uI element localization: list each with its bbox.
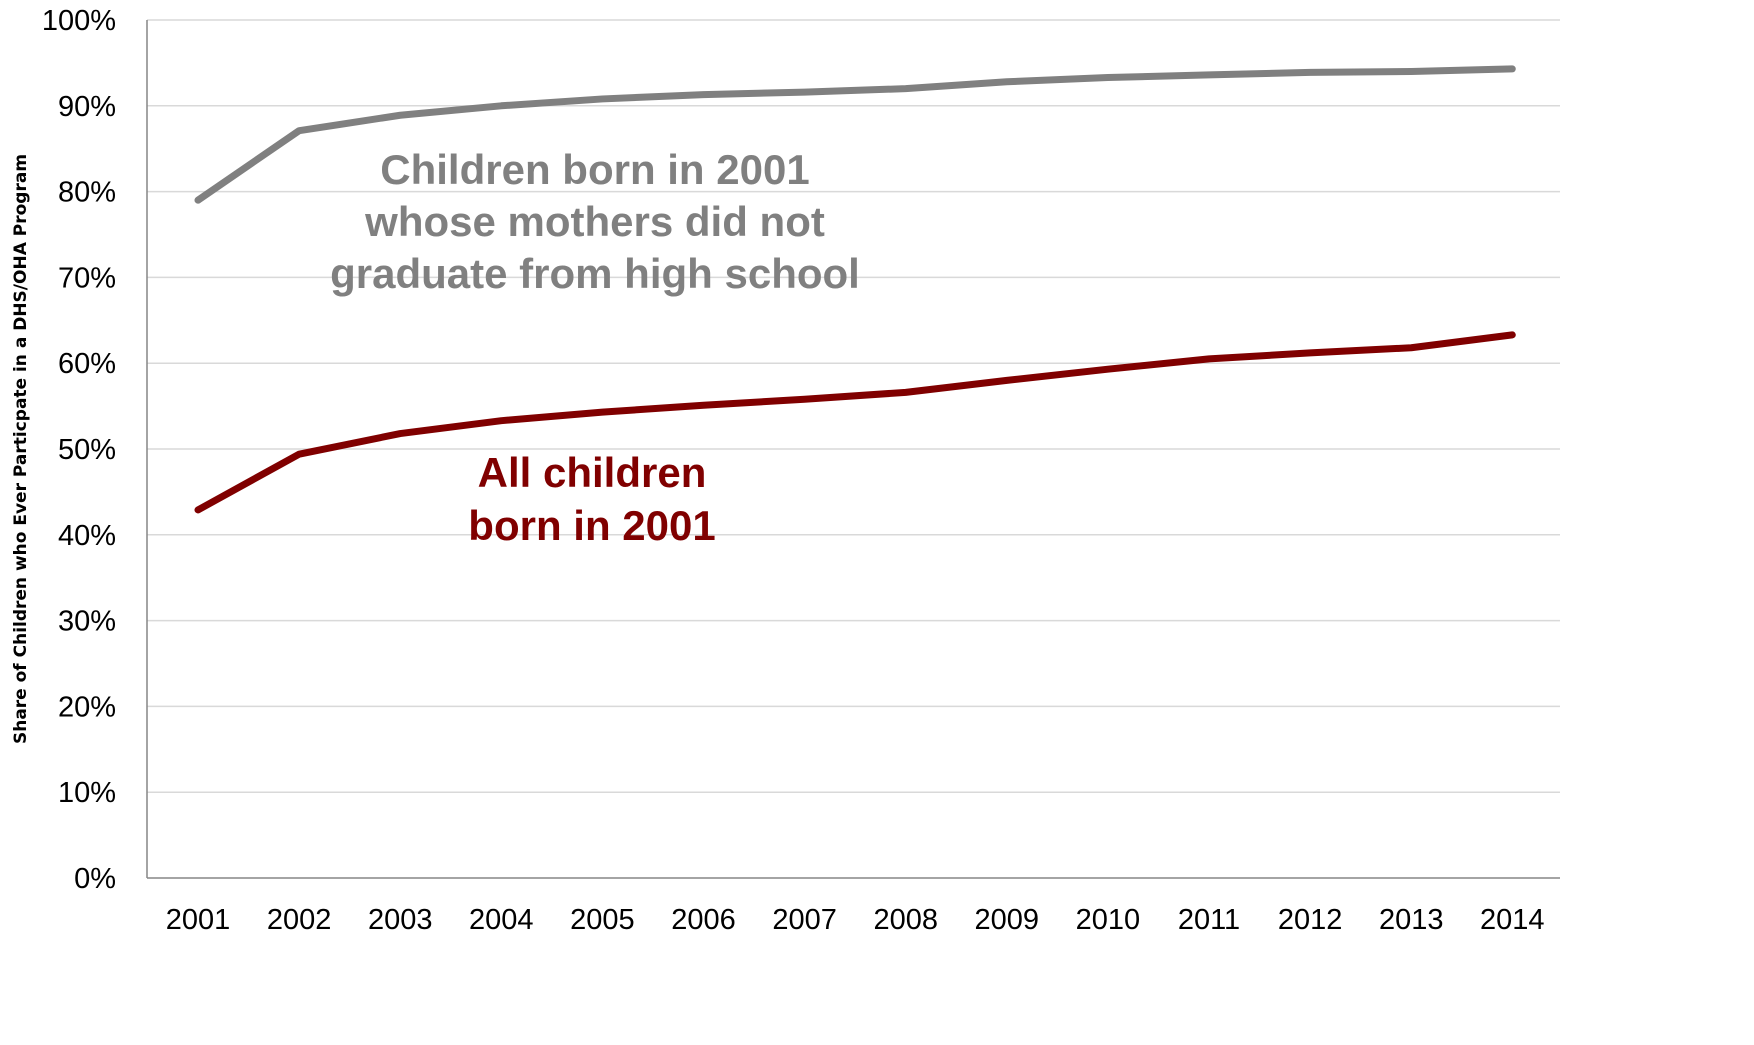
series-annotation-all: All children born in 2001 <box>468 449 715 549</box>
y-tick-label: 70% <box>58 262 116 294</box>
x-tick-label: 2003 <box>368 904 433 936</box>
y-tick-label: 80% <box>58 177 116 209</box>
data-point-hs <box>1307 69 1314 76</box>
x-tick-label: 2011 <box>1178 904 1240 936</box>
x-tick-label: 2012 <box>1278 904 1343 936</box>
data-point-hs <box>195 197 201 204</box>
data-point-all <box>599 409 606 416</box>
data-point-hs <box>1104 74 1111 81</box>
y-tick-label: 100% <box>42 5 116 37</box>
data-point-all <box>1104 366 1111 373</box>
y-tick-label: 90% <box>58 91 116 123</box>
x-tick-label: 2009 <box>975 904 1040 936</box>
data-point-hs <box>599 95 606 102</box>
data-point-hs <box>397 112 404 119</box>
y-tick-label: 20% <box>58 691 116 723</box>
axes <box>146 20 1560 879</box>
data-point-hs <box>1509 65 1516 72</box>
data-point-all <box>498 417 505 424</box>
y-tick-label: 40% <box>58 520 116 552</box>
data-point-hs <box>1003 78 1010 85</box>
series-annotations: Children born in 2001 whose mothers did n… <box>330 146 860 549</box>
y-tick-label: 60% <box>58 348 116 380</box>
x-tick-label: 2002 <box>267 904 332 936</box>
x-tick-label: 2001 <box>166 904 231 936</box>
x-tick-label: 2010 <box>1076 904 1141 936</box>
data-point-hs <box>700 91 707 98</box>
data-point-all <box>1206 355 1212 362</box>
data-point-hs <box>1206 71 1212 78</box>
x-tick-label: 2005 <box>570 904 635 936</box>
data-point-hs <box>801 89 808 96</box>
y-tick-label: 30% <box>58 606 116 638</box>
data-point-all <box>700 402 707 409</box>
data-point-all <box>296 451 303 458</box>
series-line-all <box>194 331 1516 514</box>
data-point-hs <box>498 102 505 109</box>
x-tick-label: 2013 <box>1379 904 1444 936</box>
y-tick-label: 0% <box>74 863 116 895</box>
data-point-hs <box>902 85 909 92</box>
series-line-hs <box>194 65 1516 204</box>
series-annotation-hs: Children born in 2001 whose mothers did n… <box>330 146 860 297</box>
gridlines <box>147 19 1560 793</box>
series-lines <box>194 65 1516 514</box>
y-tick-label: 50% <box>58 434 116 466</box>
y-tick-labels: 0% 10% 20% 30% 40% 50% 60% 70% 80% 90% 100% <box>42 5 116 895</box>
y-axis-label: Share of Children who Ever Particpate in… <box>11 154 31 744</box>
x-tick-label: 2014 <box>1480 904 1545 936</box>
data-point-all <box>902 389 909 396</box>
data-point-hs <box>296 127 303 134</box>
y-tick-label: 10% <box>58 777 116 809</box>
x-tick-label: 2008 <box>873 904 938 936</box>
x-tick-label: 2007 <box>772 904 837 936</box>
data-point-all <box>397 430 404 437</box>
data-point-all <box>1003 377 1010 384</box>
data-point-all <box>1408 344 1415 351</box>
data-point-all <box>1509 331 1516 338</box>
x-tick-label: 2006 <box>671 904 736 936</box>
x-tick-labels: 2001 2002 2003 2004 2005 2006 2007 2008 2009 2010… <box>166 904 1545 936</box>
data-point-hs <box>1408 68 1415 75</box>
x-tick-label: 2004 <box>469 904 534 936</box>
data-point-all <box>195 506 201 513</box>
data-point-all <box>801 396 808 403</box>
data-point-all <box>1307 349 1314 356</box>
